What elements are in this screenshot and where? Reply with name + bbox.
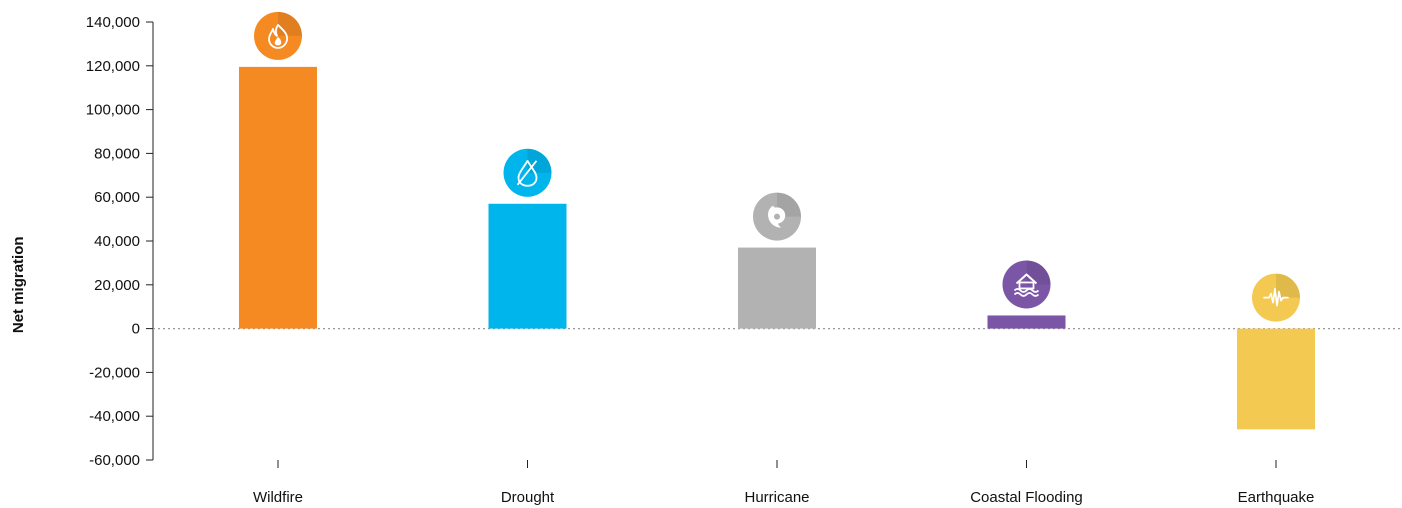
y-tick-label: 80,000 (94, 145, 140, 162)
bar-earthquake (1237, 328, 1315, 430)
earthquake-seismic-icon (1252, 273, 1300, 322)
x-category-label: Drought (501, 489, 555, 506)
flood-house-icon (1002, 260, 1051, 309)
bar-wildfire (239, 66, 317, 329)
x-category-label: Hurricane (744, 489, 809, 506)
y-tick-label: -40,000 (89, 408, 140, 425)
y-tick-label: -60,000 (89, 452, 140, 469)
hurricane-icon (753, 192, 801, 241)
drought-water-icon (503, 148, 552, 197)
y-axis: 140,000 120,000 100,000 80,000 60,000 40,000 2… (86, 14, 154, 469)
y-tick-label: 120,000 (86, 58, 140, 75)
x-category-label: Earthquake (1238, 489, 1315, 506)
y-tick-label: 20,000 (94, 277, 140, 294)
category-icons (254, 11, 1300, 322)
bar-drought (488, 203, 567, 329)
x-category-label: Wildfire (253, 489, 303, 506)
y-tick-label: 100,000 (86, 102, 140, 119)
bar-hurricane (738, 247, 816, 329)
y-tick-label: 60,000 (94, 189, 140, 206)
fire-icon (254, 11, 302, 60)
y-tick-label: -20,000 (89, 364, 140, 381)
x-axis: Wildfire Drought Hurricane Coastal Flooding… (253, 460, 1314, 506)
bars (239, 66, 1315, 430)
y-axis-title: Net migration (10, 236, 27, 333)
y-tick-label: 140,000 (86, 14, 140, 31)
y-tick-label: 0 (132, 321, 140, 338)
y-tick-label: 40,000 (94, 233, 140, 250)
x-category-label: Coastal Flooding (970, 489, 1083, 506)
bar-coastal-flooding (987, 315, 1066, 329)
